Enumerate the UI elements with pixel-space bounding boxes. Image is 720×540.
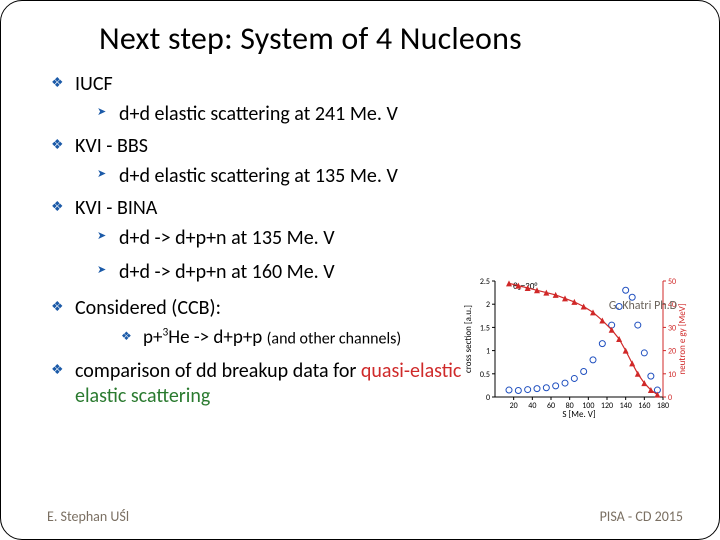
svg-text:1.5: 1.5 xyxy=(480,323,490,333)
svg-text:cross section [a.u.]: cross section [a.u.] xyxy=(463,305,474,373)
footer-conf: PISA - CD 2015 xyxy=(600,508,683,525)
svg-text:50: 50 xyxy=(668,277,676,287)
svg-text:20: 20 xyxy=(668,347,676,357)
footer-author: E. Stephan UŚl xyxy=(47,508,129,525)
slide: Next step: System of 4 Nucleons IUCF d+d… xyxy=(0,0,720,540)
svg-text:60: 60 xyxy=(547,401,555,411)
comparison-pre: comparison of dd breakup data for xyxy=(75,359,361,383)
svg-text:2: 2 xyxy=(486,300,490,310)
chart-svg: 2040608010012014016018000.511.522.501020… xyxy=(461,269,693,419)
considered-main: p+3He -> d+p+p xyxy=(143,326,267,349)
svg-text:S [Me. V]: S [Me. V] xyxy=(562,409,596,419)
section-iucf: IUCF xyxy=(75,72,691,96)
svg-text:140: 140 xyxy=(620,401,632,411)
section-kvi-bina: KVI - BINA xyxy=(75,196,691,220)
svg-text:20: 20 xyxy=(510,401,518,411)
svg-text:0: 0 xyxy=(668,393,672,403)
svg-text:120: 120 xyxy=(601,401,613,411)
iucf-item-0: d+d elastic scattering at 241 Me. V xyxy=(119,102,691,126)
svg-text:neutron e gy [MeV]: neutron e gy [MeV] xyxy=(677,303,688,374)
kvi-bina-item-0: d+d -> d+p+n at 135 Me. V xyxy=(119,226,691,250)
section-kvi-bbs: KVI - BBS xyxy=(75,134,691,158)
chart-caption: G. Khatri Ph.D xyxy=(609,299,677,313)
svg-text:0: 0 xyxy=(486,393,490,403)
chart: 2040608010012014016018000.511.522.501020… xyxy=(461,269,693,419)
svg-text:2.5: 2.5 xyxy=(480,277,490,287)
considered-note: (and other channels) xyxy=(267,329,402,348)
svg-text:160: 160 xyxy=(638,401,650,411)
svg-text:1: 1 xyxy=(486,347,490,357)
page-title: Next step: System of 4 Nucleons xyxy=(99,19,691,58)
svg-text:10: 10 xyxy=(668,370,676,380)
kvi-bbs-item-0: d+d elastic scattering at 135 Me. V xyxy=(119,164,691,188)
svg-text:40: 40 xyxy=(528,401,536,411)
svg-text:0.5: 0.5 xyxy=(480,370,490,380)
svg-text:30: 30 xyxy=(668,323,676,333)
